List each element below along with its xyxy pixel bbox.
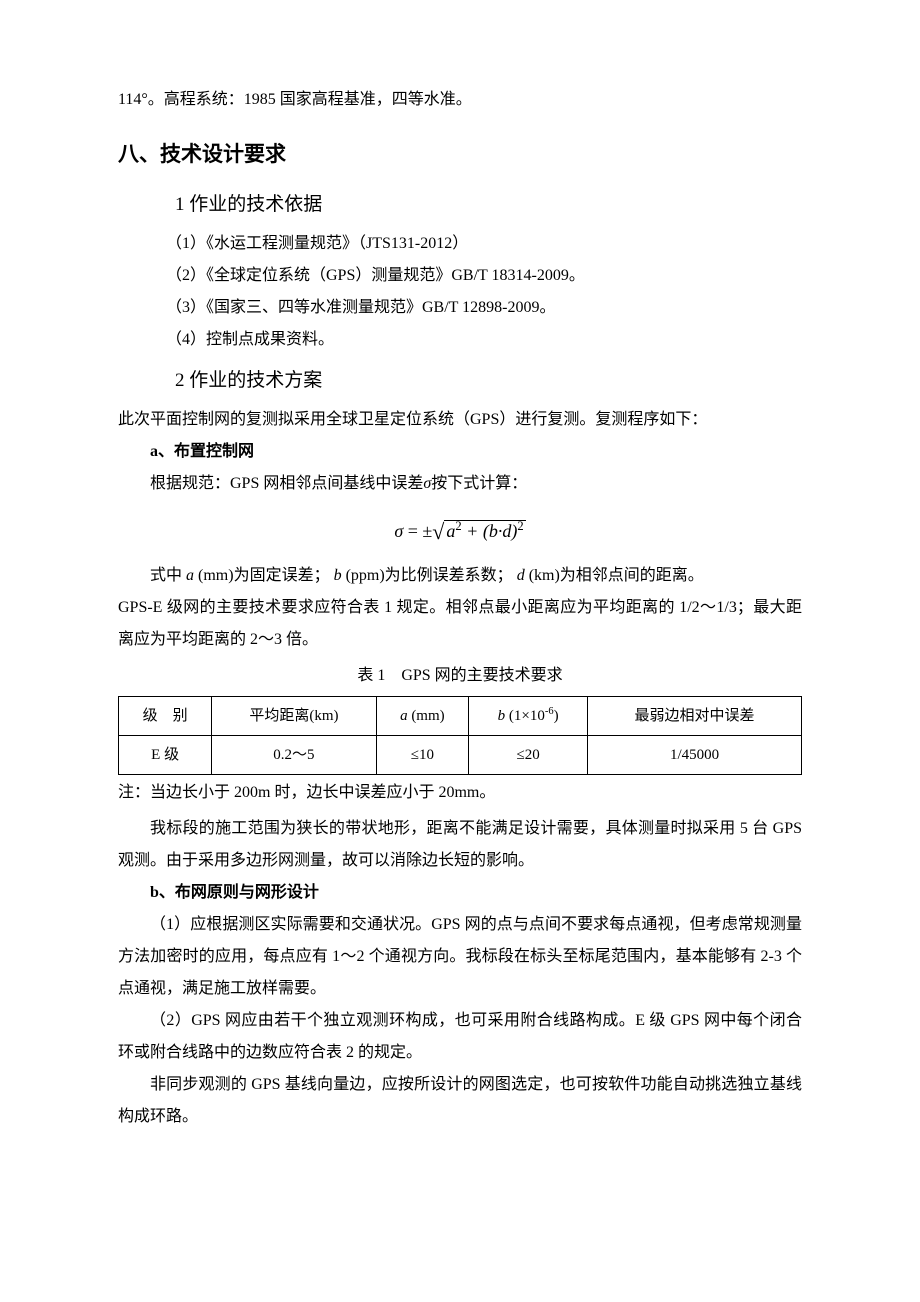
a2-p4: (km)为相邻点间的距离。 — [529, 567, 704, 584]
a2-p3: (ppm)为比例误差系数； — [346, 567, 513, 584]
a-line1-pre: 根据规范：GPS 网相邻点间基线中误差 — [150, 475, 423, 492]
table-row: 级 别 平均距离(km) a (mm) b (1×10-6) 最弱边相对中误差 — [119, 697, 802, 736]
section-8-heading: 八、技术设计要求 — [118, 134, 802, 176]
th-b-sup: -6 — [545, 706, 554, 717]
td-weakest: 1/45000 — [588, 736, 802, 775]
subsection-1-heading: 1 作业的技术依据 — [118, 186, 802, 224]
th-level: 级 别 — [119, 697, 212, 736]
td-level: E 级 — [119, 736, 212, 775]
a2-p1: 式中 — [150, 567, 182, 584]
ref-item-2: （2）《全球定位系统（GPS）测量规范》GB/T 18314-2009。 — [118, 260, 802, 292]
th-b-var: b — [498, 708, 506, 724]
a2-var-d: d — [517, 567, 525, 584]
a2-var-b: b — [334, 567, 342, 584]
table-1-note: 注：当边长小于 200m 时，边长中误差应小于 20mm。 — [118, 777, 802, 809]
a-subheading-label: a、布置控制网 — [150, 443, 254, 460]
th-a: a (mm) — [376, 697, 469, 736]
b-subheading: b、布网原则与网形设计 — [118, 877, 802, 909]
table-1-caption: 表 1 GPS 网的主要技术要求 — [118, 660, 802, 692]
a-line1-post: 按下式计算： — [431, 475, 527, 492]
subsection-2-heading: 2 作业的技术方案 — [118, 362, 802, 400]
a-line-1: 根据规范：GPS 网相邻点间基线中误差σ按下式计算： — [118, 468, 802, 500]
th-avg-dist: 平均距离(km) — [212, 697, 376, 736]
formula-sigma: σ = ±√a2 + (b·d)2 — [118, 508, 802, 552]
table-1: 级 别 平均距离(km) a (mm) b (1×10-6) 最弱边相对中误差 … — [118, 696, 802, 775]
intro-line: 114°。高程系统：1985 国家高程基准，四等水准。 — [118, 84, 802, 116]
a2-var-a: a — [186, 567, 194, 584]
ref-item-3: （3）《国家三、四等水准测量规范》GB/T 12898-2009。 — [118, 292, 802, 324]
plan-intro: 此次平面控制网的复测拟采用全球卫星定位系统（GPS）进行复测。复测程序如下： — [118, 404, 802, 436]
td-b: ≤20 — [469, 736, 588, 775]
formula-radicand: a2 + (b·d)2 — [444, 520, 525, 541]
a-line-3: GPS-E 级网的主要技术要求应符合表 1 规定。相邻点最小距离应为平均距离的 … — [118, 592, 802, 656]
th-a-unit: (mm) — [408, 708, 445, 724]
a-line-2: 式中 a (mm)为固定误差； b (ppm)为比例误差系数； d (km)为相… — [118, 560, 802, 592]
table-row: E 级 0.2～5 ≤10 ≤20 1/45000 — [119, 736, 802, 775]
th-b-unit: (1×10 — [505, 708, 545, 724]
a2-p2: (mm)为固定误差； — [198, 567, 330, 584]
a-subheading: a、布置控制网 — [118, 436, 802, 468]
th-b: b (1×10-6) — [469, 697, 588, 736]
formula-sigma-sym: σ — [394, 521, 403, 541]
formula-eq: = ± — [403, 521, 432, 541]
th-a-var: a — [400, 708, 408, 724]
b-subheading-label: b、布网原则与网形设计 — [150, 884, 319, 901]
document-page: 114°。高程系统：1985 国家高程基准，四等水准。 八、技术设计要求 1 作… — [0, 0, 920, 1193]
ref-item-4: （4）控制点成果资料。 — [118, 324, 802, 356]
td-avg-dist: 0.2～5 — [212, 736, 376, 775]
a-line-4: 我标段的施工范围为狭长的带状地形，距离不能满足设计需要，具体测量时拟采用 5 台… — [118, 813, 802, 877]
b-line-3: 非同步观测的 GPS 基线向量边，应按所设计的网图选定，也可按软件功能自动挑选独… — [118, 1069, 802, 1133]
td-a: ≤10 — [376, 736, 469, 775]
b-line-2: （2）GPS 网应由若干个独立观测环构成，也可采用附合线路构成。E 级 GPS … — [118, 1005, 802, 1069]
ref-item-1: （1）《水运工程测量规范》（JTS131-2012） — [118, 228, 802, 260]
th-weakest: 最弱边相对中误差 — [588, 697, 802, 736]
b-line-1: （1）应根据测区实际需要和交通状况。GPS 网的点与点间不要求每点通视，但考虑常… — [118, 909, 802, 1005]
th-b-end: ) — [554, 708, 559, 724]
